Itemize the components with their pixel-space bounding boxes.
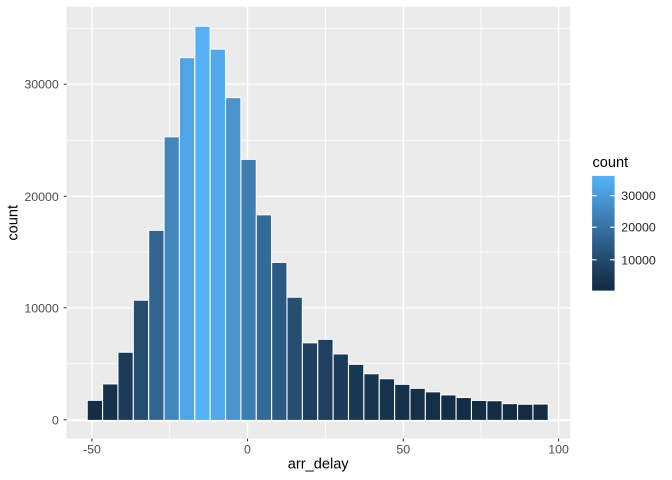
svg-text:20000: 20000	[621, 221, 656, 235]
svg-text:10000: 10000	[621, 253, 656, 267]
svg-text:10000: 10000	[24, 301, 59, 315]
svg-text:count: count	[593, 155, 629, 171]
svg-text:30000: 30000	[621, 189, 656, 203]
svg-text:-50: -50	[83, 443, 101, 457]
svg-text:50: 50	[396, 443, 410, 457]
svg-text:arr_delay: arr_delay	[288, 456, 350, 472]
svg-text:count: count	[6, 205, 22, 241]
svg-text:100: 100	[548, 443, 569, 457]
svg-text:30000: 30000	[24, 78, 59, 92]
svg-text:0: 0	[52, 413, 59, 427]
svg-text:20000: 20000	[24, 190, 59, 204]
svg-text:0: 0	[244, 443, 251, 457]
